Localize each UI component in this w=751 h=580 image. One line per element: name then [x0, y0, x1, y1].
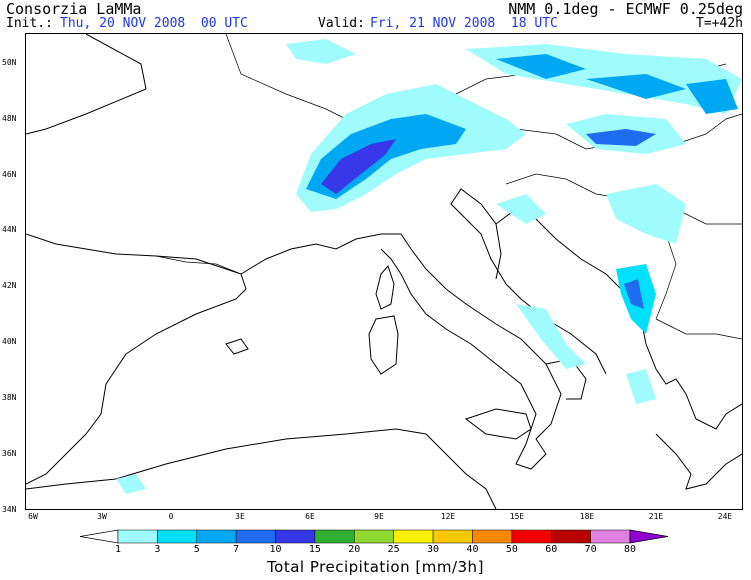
legend-title: Total Precipitation [mm/3h] [267, 558, 484, 576]
init-label: Init.: [6, 16, 53, 31]
legend-threshold-5: 5 [193, 544, 200, 555]
lon-label-3e: 3E [235, 512, 245, 521]
sicily [464, 408, 532, 440]
lon-label-6w: 6W [28, 512, 38, 521]
precip-north [286, 39, 356, 64]
lon-label-12e: 12E [440, 512, 456, 521]
europe-coast-west [26, 34, 247, 485]
precipitation-field [116, 39, 742, 494]
legend-threshold-3: 3 [154, 544, 161, 555]
balearic [225, 338, 249, 355]
lat-label-42n: 42N [2, 281, 17, 290]
lat-label-44n: 44N [2, 225, 17, 234]
legend-box-8 [393, 529, 434, 544]
legend-threshold-80: 80 [623, 544, 637, 555]
legend-box-7 [354, 529, 394, 544]
legend-box-9 [432, 529, 473, 544]
legend-box-4 [235, 529, 276, 544]
corsica [375, 265, 395, 310]
legend-box-5 [275, 529, 316, 544]
lat-label-40n: 40N [2, 337, 17, 346]
legend-arrow-low [79, 529, 119, 544]
legend-color-boxes [79, 529, 669, 544]
legend-box-6 [314, 529, 355, 544]
legend-threshold-60: 60 [545, 544, 558, 555]
italy-coast [380, 188, 607, 470]
legend-threshold-25: 25 [387, 544, 400, 555]
greece-coast [655, 433, 742, 490]
model-name: NMM 0.1deg - ECMWF 0.25deg [508, 0, 743, 18]
france-med-coast [240, 233, 412, 275]
lat-label-38n: 38N [2, 393, 17, 402]
legend-threshold-10: 10 [269, 544, 282, 555]
legend-box-2 [157, 529, 198, 544]
precipitation-map [25, 33, 743, 510]
legend-threshold-20: 20 [348, 544, 361, 555]
lat-label-36n: 36N [2, 449, 17, 458]
lat-label-48n: 48N [2, 114, 17, 123]
lat-label-50n: 50N [2, 58, 17, 67]
precip-balkans [606, 184, 686, 244]
legend-box-11 [511, 529, 552, 544]
org-title: Consorzia LaMMa [6, 0, 142, 18]
precip-africa [116, 474, 146, 494]
border-mk-gr [655, 318, 742, 340]
legend-box-1 [117, 529, 158, 544]
lon-label-6e: 6E [305, 512, 315, 521]
legend-threshold-40: 40 [466, 544, 479, 555]
lon-label-18e: 18E [579, 512, 595, 521]
lat-label-34n: 34N [2, 505, 17, 514]
forecast-step: T=+42h [696, 16, 743, 31]
africa-coast [26, 428, 497, 509]
lon-label-24e: 24E [717, 512, 733, 521]
valid-date: Fri, 21 NOV 2008 18 UTC [370, 16, 558, 31]
border-fr-de [225, 34, 347, 120]
lon-label-15e: 15E [509, 512, 525, 521]
legend-threshold-7: 7 [233, 544, 240, 555]
legend-threshold-50: 50 [505, 544, 518, 555]
precip-band-alps-max [321, 139, 396, 194]
legend-threshold-70: 70 [584, 544, 597, 555]
legend-arrow-high [629, 529, 669, 544]
lon-label-9e: 9E [374, 512, 384, 521]
precip-italy-south [516, 304, 586, 369]
precip-greece [626, 369, 656, 404]
precip-dalmatia [496, 194, 546, 224]
balkan-coast [495, 208, 742, 430]
legend-threshold-1: 1 [114, 544, 122, 555]
precip-adriatic-core [624, 279, 644, 309]
legend-threshold-30: 30 [427, 544, 440, 555]
color-legend [79, 529, 669, 544]
legend-box-13 [590, 529, 631, 544]
lon-label-0: 0 [168, 512, 174, 521]
legend-box-3 [196, 529, 237, 544]
legend-threshold-15: 15 [308, 544, 321, 555]
legend-box-12 [550, 529, 591, 544]
map-canvas [26, 34, 742, 509]
lon-label-21e: 21E [648, 512, 664, 521]
legend-box-10 [472, 529, 513, 544]
lon-label-3w: 3W [97, 512, 107, 521]
border-fr-es [155, 255, 242, 275]
valid-label: Valid: [318, 16, 365, 31]
precip-hungary-core [586, 129, 656, 146]
init-date: Thu, 20 NOV 2008 00 UTC [60, 16, 248, 31]
precip-central-europe-core [496, 54, 738, 114]
sardinia [368, 315, 399, 375]
lat-label-46n: 46N [2, 170, 17, 179]
